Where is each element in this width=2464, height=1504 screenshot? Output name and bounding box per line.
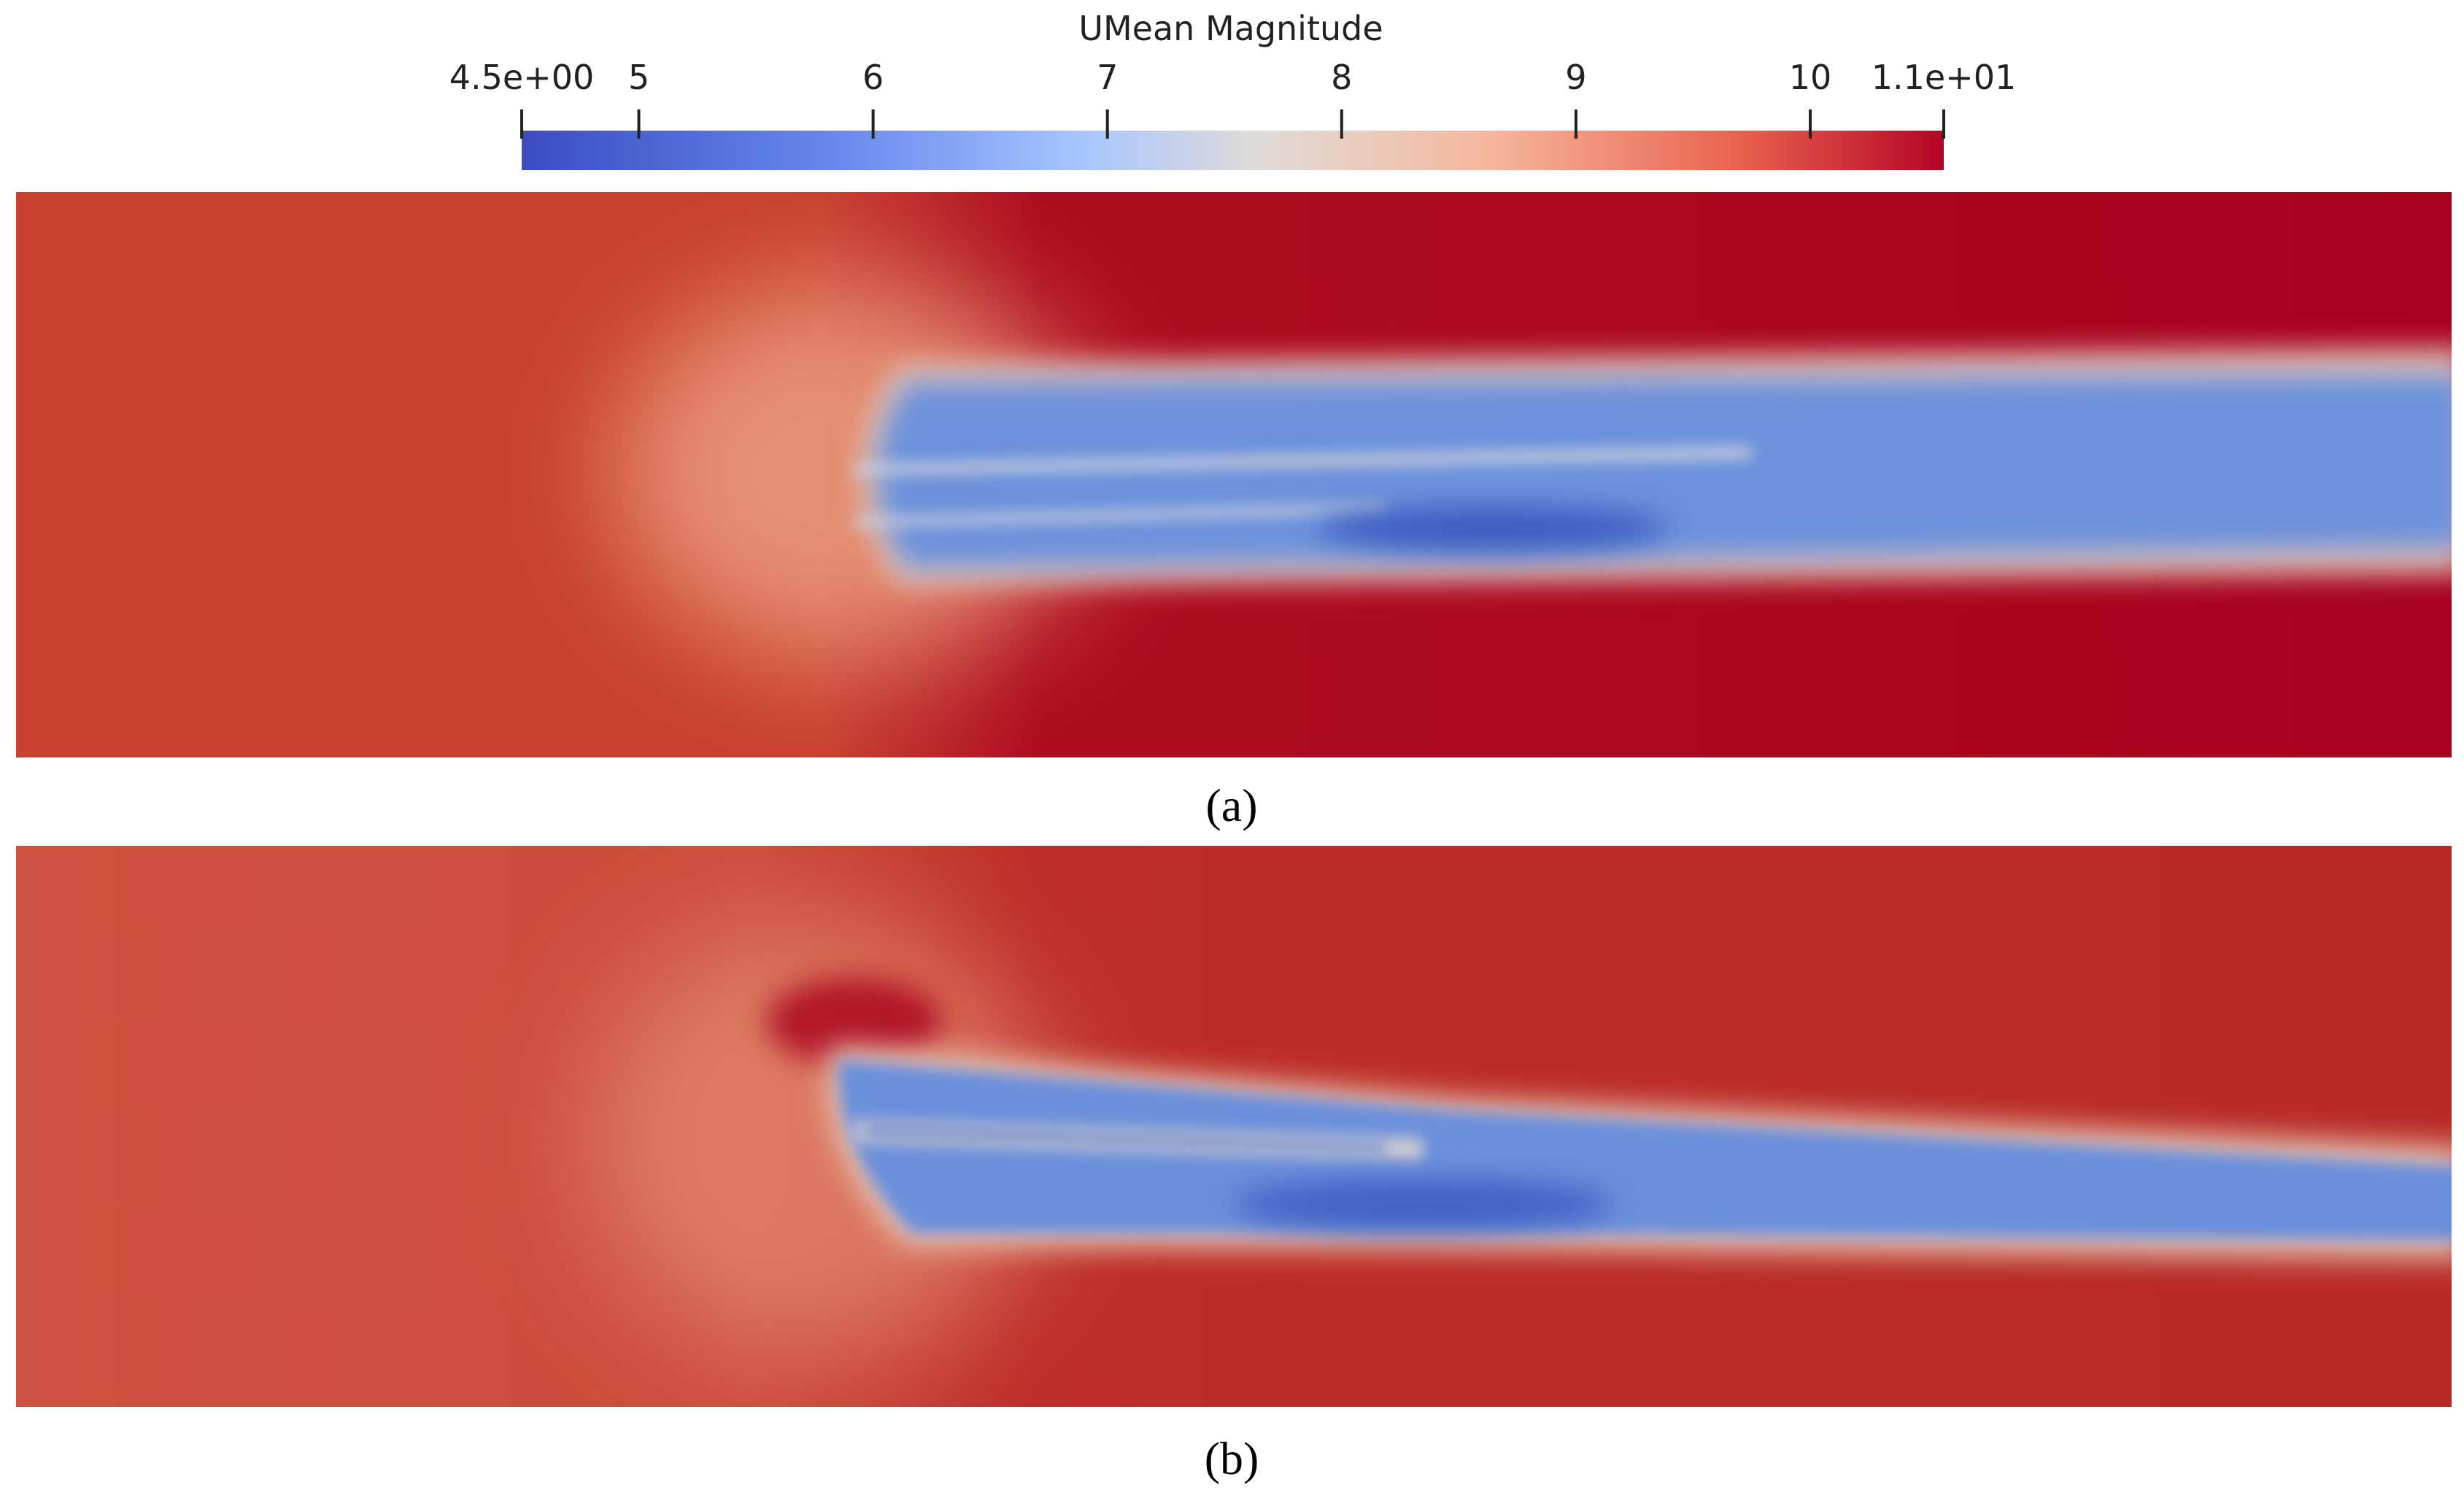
colorbar-tick-label: 7 <box>1097 58 1118 97</box>
colorbar-tick-label: 5 <box>628 58 649 97</box>
colorbar-tick-label: 8 <box>1331 58 1352 97</box>
colorbar-tick-label: 1.1e+01 <box>1872 58 2017 97</box>
colorbar-tick-label: 10 <box>1789 58 1832 97</box>
colorbar-ticks: 4.5e+00 5 6 7 8 9 10 1.1e+01 <box>449 58 2017 139</box>
panel-label: (a) <box>1205 779 1257 831</box>
colorbar <box>522 131 1944 170</box>
colorbar-tick-label: 6 <box>862 58 884 97</box>
panel-label: (b) <box>1205 1432 1259 1484</box>
field-panel-b <box>16 846 2452 1407</box>
colorbar-tick-label: 9 <box>1565 58 1586 97</box>
field-panel-a <box>16 192 2452 757</box>
colorbar-title: UMean Magnitude <box>1078 9 1383 48</box>
colorbar-tick-label: 4.5e+00 <box>449 58 595 97</box>
